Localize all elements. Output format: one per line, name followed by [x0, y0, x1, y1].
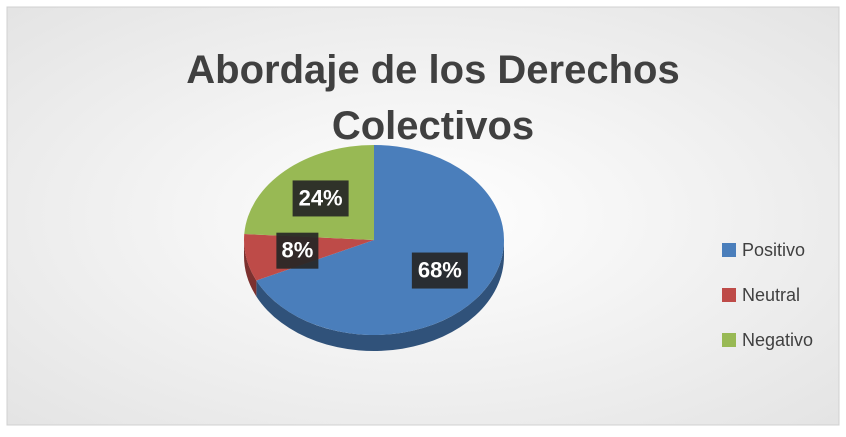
chart-title: Abordaje de los Derechos Colectivos — [186, 48, 679, 148]
pie-slice-side — [256, 240, 504, 352]
chart-title-text: Abordaje de los Derechos Colectivos — [186, 48, 679, 148]
data-label: 24% — [299, 185, 343, 210]
data-label-box — [276, 232, 319, 269]
data-label: 68% — [418, 257, 462, 282]
legend-label: Positivo — [742, 240, 805, 260]
legend-label: Negativo — [742, 330, 813, 350]
legend-swatch — [722, 333, 736, 347]
data-label-box — [292, 180, 349, 217]
pie-slice-side — [244, 240, 257, 297]
legend-label: Neutral — [742, 285, 800, 305]
legend-swatch — [722, 243, 736, 257]
data-label-box — [411, 252, 468, 289]
legend-swatch — [722, 288, 736, 302]
data-label: 8% — [281, 237, 313, 262]
